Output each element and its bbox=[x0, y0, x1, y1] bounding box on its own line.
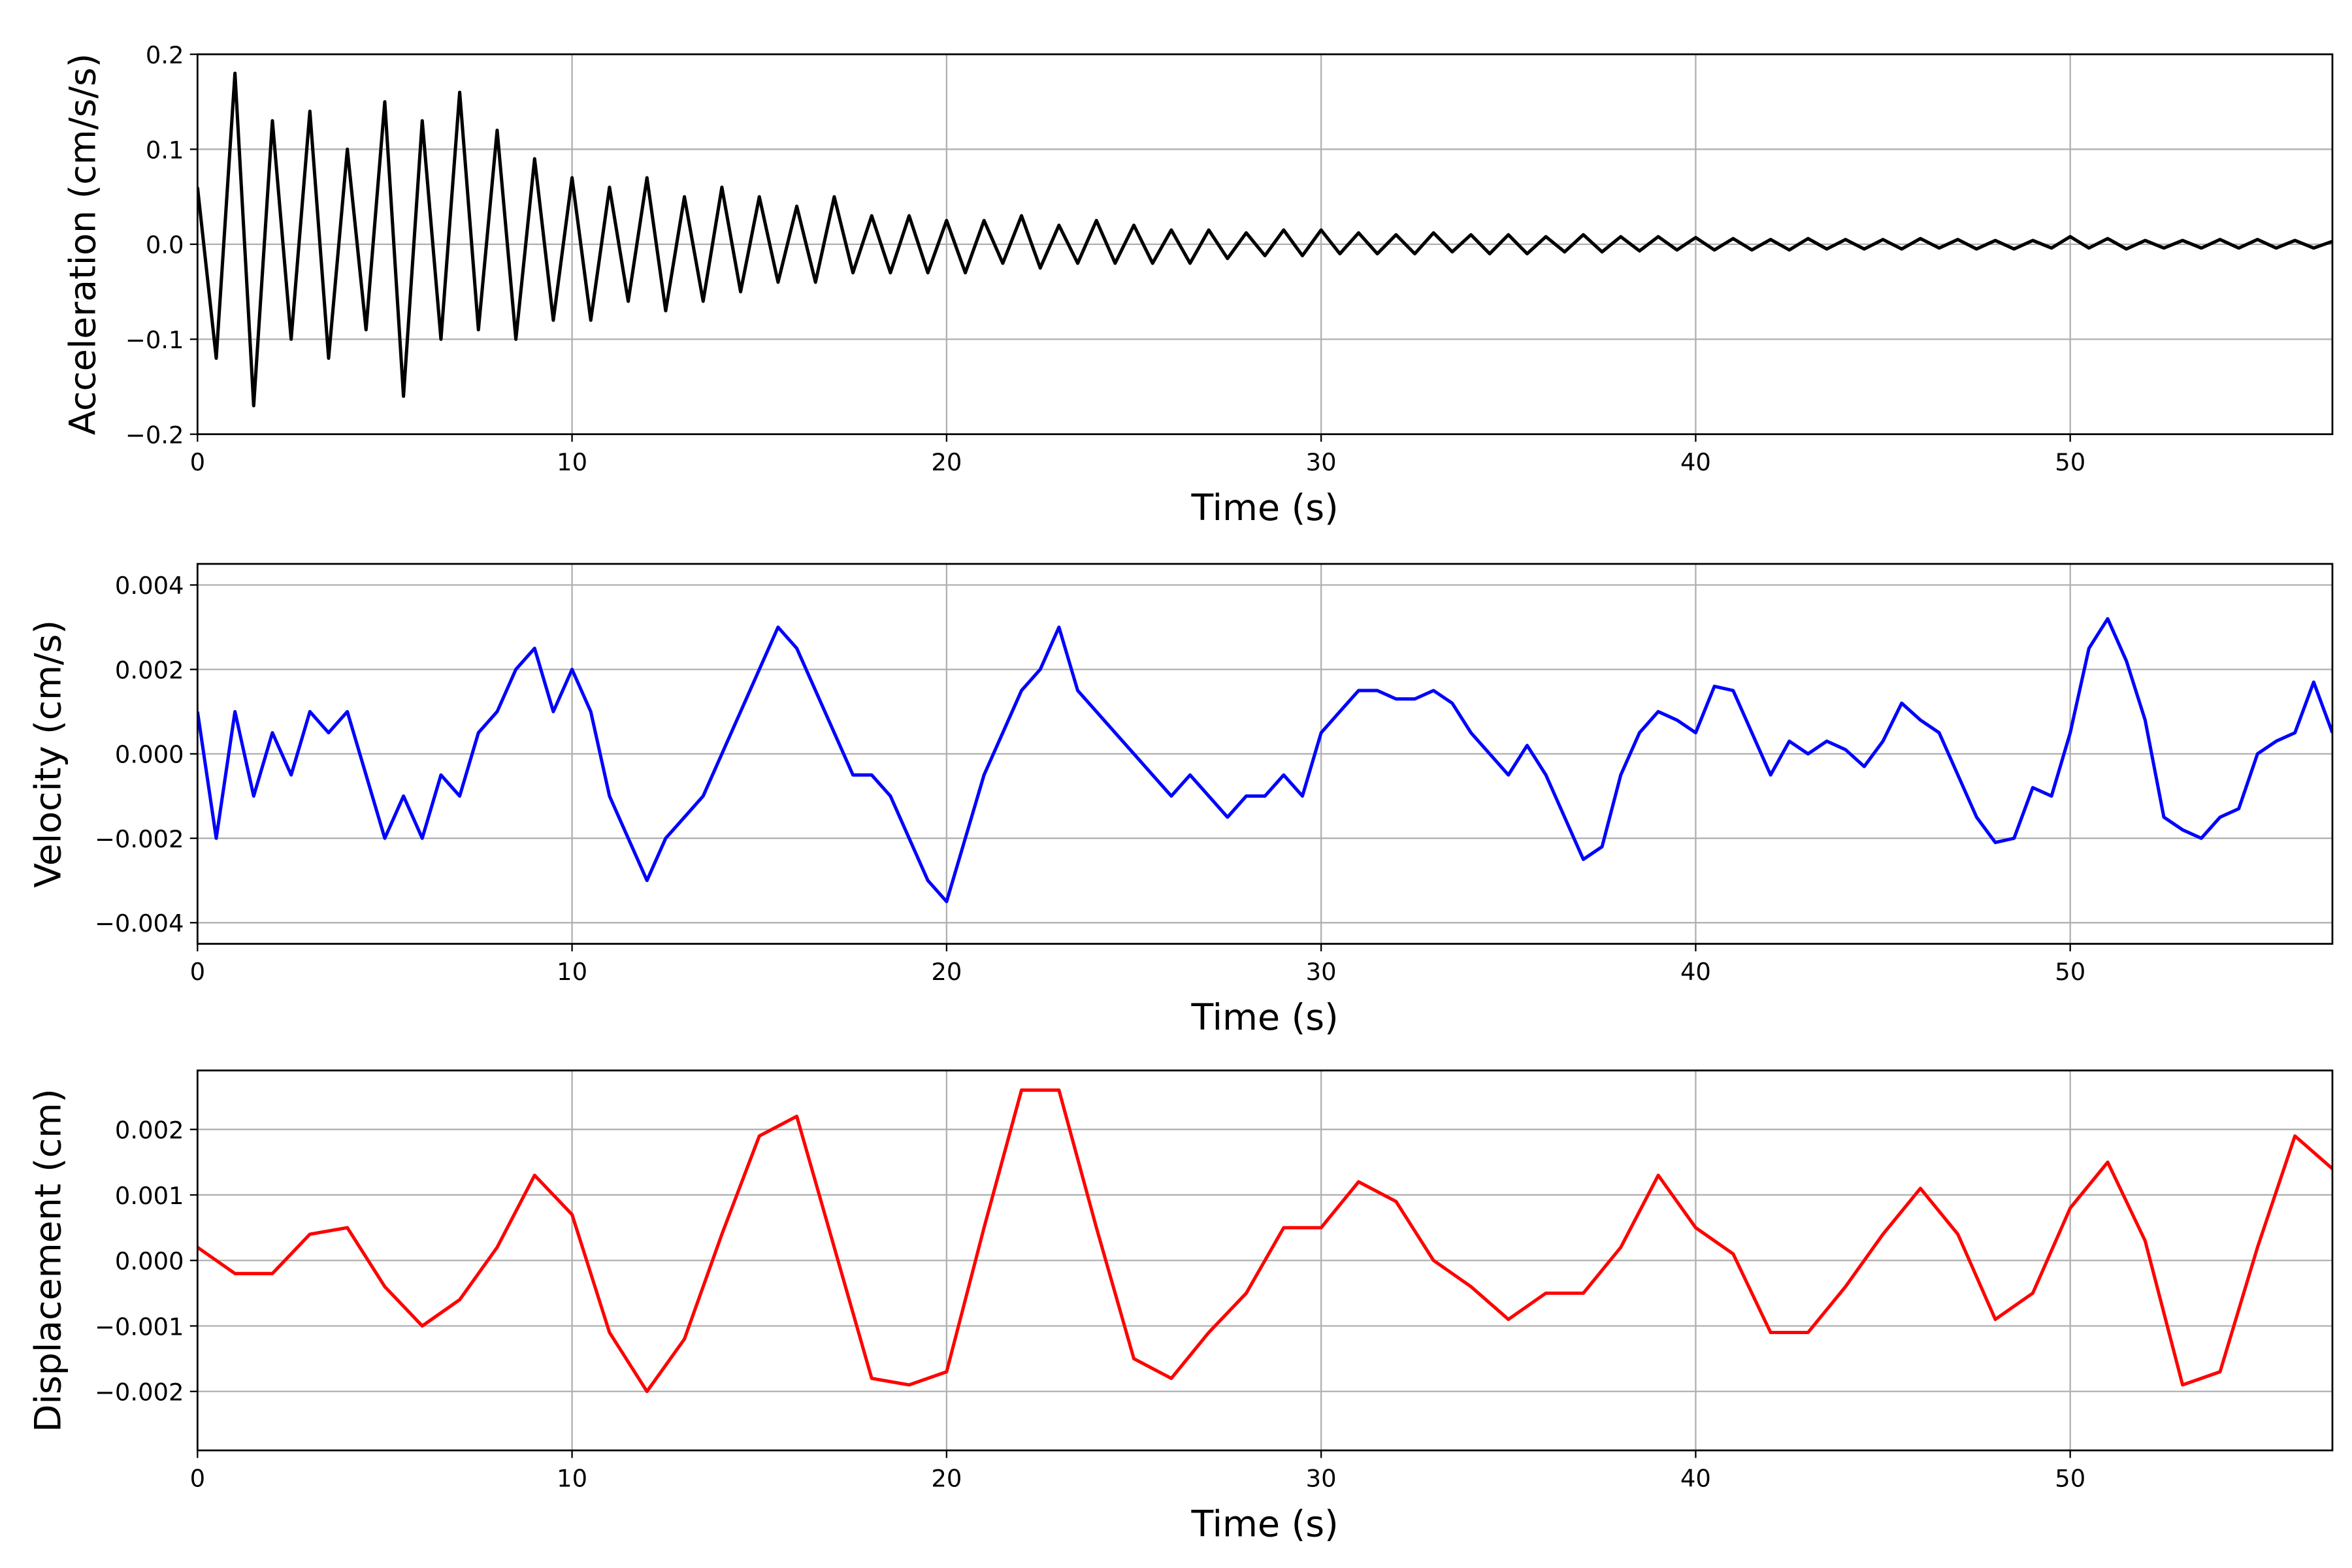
y-tick-label: 0.000 bbox=[115, 1247, 184, 1275]
x-tick-label: 10 bbox=[557, 448, 587, 476]
x-axis-label: Time (s) bbox=[1191, 1504, 1339, 1546]
x-tick-label: 0 bbox=[190, 958, 205, 986]
y-tick-label: 0.002 bbox=[115, 656, 184, 684]
y-axis-label: Velocity (cm/s) bbox=[27, 620, 69, 888]
x-axis-label: Time (s) bbox=[1191, 997, 1339, 1039]
y-tick-label: −0.002 bbox=[95, 825, 184, 853]
x-tick-label: 40 bbox=[1680, 958, 1711, 986]
x-tick-label: 40 bbox=[1680, 448, 1711, 476]
x-tick-label: 20 bbox=[931, 448, 962, 476]
x-tick-label: 50 bbox=[2055, 958, 2085, 986]
x-tick-label: 50 bbox=[2055, 448, 2085, 476]
x-tick-label: 10 bbox=[557, 958, 587, 986]
y-tick-label: 0.1 bbox=[146, 136, 184, 164]
data-line bbox=[197, 617, 2332, 904]
plot-frame bbox=[196, 53, 2334, 435]
x-tick-label: 40 bbox=[1680, 1464, 1711, 1492]
plot-frame bbox=[196, 563, 2334, 945]
y-tick-label: −0.1 bbox=[125, 326, 184, 354]
y-tick-label: 0.004 bbox=[115, 572, 184, 600]
y-tick-label: 0.002 bbox=[115, 1117, 184, 1145]
data-line bbox=[197, 71, 2332, 408]
x-tick-label: 20 bbox=[931, 958, 962, 986]
plot-frame bbox=[196, 1070, 2334, 1452]
x-axis-label: Time (s) bbox=[1191, 487, 1339, 529]
x-tick-label: 30 bbox=[1306, 1464, 1337, 1492]
y-tick-label: 0.001 bbox=[115, 1182, 184, 1210]
y-tick-label: −0.002 bbox=[95, 1379, 184, 1407]
y-axis-label: Acceleration (cm/s/s) bbox=[62, 54, 104, 435]
data-line bbox=[197, 1088, 2332, 1394]
y-tick-label: 0.000 bbox=[115, 741, 184, 769]
y-tick-label: 0.0 bbox=[146, 231, 184, 259]
x-tick-label: 30 bbox=[1306, 958, 1337, 986]
x-tick-label: 0 bbox=[190, 1464, 205, 1492]
x-tick-label: 0 bbox=[190, 448, 205, 476]
y-axis-label: Displacement (cm) bbox=[27, 1088, 69, 1432]
y-tick-label: −0.001 bbox=[95, 1313, 184, 1341]
x-tick-label: 20 bbox=[931, 1464, 962, 1492]
y-tick-label: −0.2 bbox=[125, 421, 184, 449]
x-tick-label: 50 bbox=[2055, 1464, 2085, 1492]
y-tick-label: −0.004 bbox=[95, 909, 184, 938]
x-tick-label: 10 bbox=[557, 1464, 587, 1492]
x-tick-label: 30 bbox=[1306, 448, 1337, 476]
y-tick-label: 0.2 bbox=[146, 41, 184, 69]
